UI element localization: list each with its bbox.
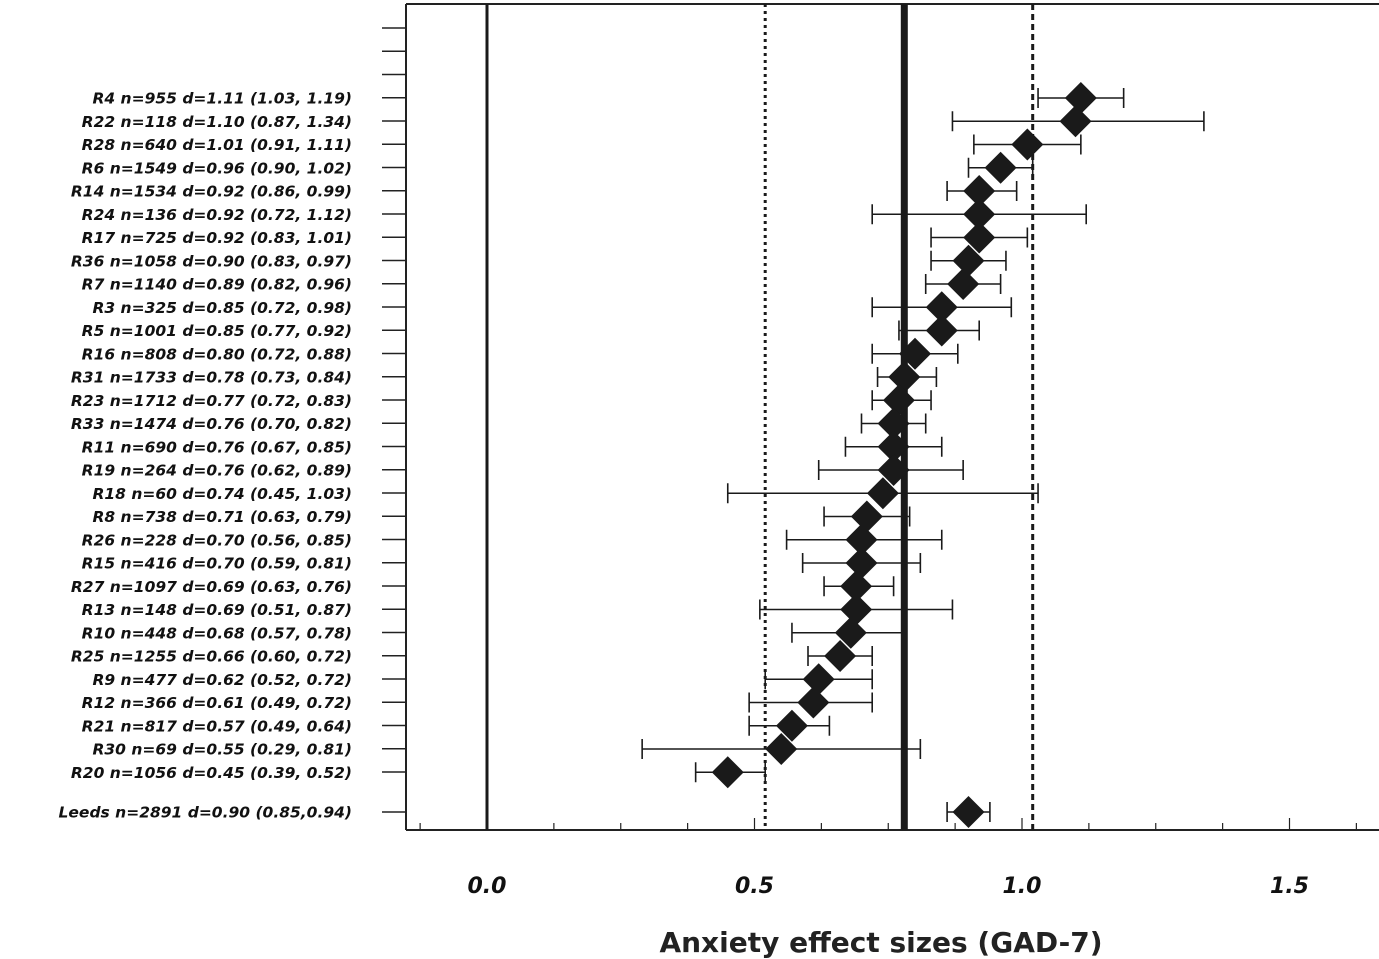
- study-row-marker: [834, 616, 867, 649]
- study-row-label: R14 n=1534 d=0.92 (0.86, 0.99): [71, 183, 352, 201]
- axes: [382, 3, 1379, 831]
- study-row-label: R33 n=1474 d=0.76 (0.70, 0.82): [71, 415, 352, 433]
- study-row-marker: [765, 733, 798, 765]
- study-row-marker: [882, 384, 915, 417]
- study-row-label: R18 n=60 d=0.74 (0.45, 1.03): [92, 485, 352, 503]
- study-row-marker: [1064, 82, 1097, 114]
- study-row-marker: [963, 221, 996, 254]
- study-row-marker: [947, 268, 980, 300]
- study-row-label: R23 n=1712 d=0.77 (0.72, 0.83): [71, 392, 352, 410]
- study-row-marker: [866, 477, 899, 510]
- study-row-marker: [1059, 105, 1092, 138]
- study-row-marker: [1011, 128, 1044, 161]
- study-row-label: R20 n=1056 d=0.45 (0.39, 0.52): [71, 764, 352, 782]
- study-row-label: R24 n=136 d=0.92 (0.72, 1.12): [82, 206, 352, 224]
- study-row-label: R31 n=1733 d=0.78 (0.73, 0.84): [71, 369, 352, 387]
- study-row-marker: [877, 407, 910, 440]
- study-row-label: R7 n=1140 d=0.89 (0.82, 0.96): [82, 276, 352, 294]
- study-row-label: R36 n=1058 d=0.90 (0.83, 0.97): [71, 252, 352, 270]
- study-row-label: R19 n=264 d=0.76 (0.62, 0.89): [82, 462, 352, 480]
- study-row-marker: [984, 151, 1017, 184]
- study-row-label: R27 n=1097 d=0.69 (0.63, 0.76): [71, 578, 352, 596]
- x-tick-label: 0.5: [735, 874, 774, 899]
- summary-row-marker: [952, 796, 985, 828]
- summary-row-label: Leeds n=2891 d=0.90 (0.85,0.94): [59, 804, 352, 822]
- x-tick-labels: 0.0 0.5 1.0 1.5: [468, 874, 1309, 899]
- study-row-label: R5 n=1001 d=0.85 (0.77, 0.92): [82, 322, 352, 340]
- study-row-label: R12 n=366 d=0.61 (0.49, 0.72): [82, 694, 352, 712]
- study-row-label: R28 n=640 d=1.01 (0.91, 1.11): [82, 136, 352, 154]
- study-row-label: R3 n=325 d=0.85 (0.72, 0.98): [92, 299, 352, 317]
- study-row-marker: [775, 709, 808, 742]
- confidence-intervals: [641, 88, 1205, 822]
- study-row-marker: [877, 454, 910, 486]
- study-row-marker: [925, 314, 958, 347]
- x-tick-label: 1.0: [1003, 874, 1042, 899]
- row-labels: R4 n=955 d=1.11 (1.03, 1.19) R22 n=118 d=…: [59, 90, 352, 822]
- study-row-label: R25 n=1255 d=0.66 (0.60, 0.72): [71, 648, 352, 666]
- study-row-marker: [840, 570, 873, 603]
- study-row-label: R13 n=148 d=0.69 (0.51, 0.87): [82, 601, 352, 619]
- x-tick-label: 1.5: [1270, 874, 1309, 899]
- study-row-label: R15 n=416 d=0.70 (0.59, 0.81): [82, 555, 352, 573]
- study-row-label: R30 n=69 d=0.55 (0.29, 0.81): [92, 741, 352, 759]
- reference-lines: [485, 4, 1035, 830]
- study-row-marker: [797, 686, 830, 719]
- study-row-marker: [925, 291, 958, 324]
- study-row-label: R21 n=817 d=0.57 (0.49, 0.64): [82, 717, 352, 735]
- study-row-marker: [899, 337, 931, 370]
- x-tick-label: 0.0: [468, 874, 507, 899]
- study-row-label: R17 n=725 d=0.92 (0.83, 1.01): [82, 229, 352, 247]
- study-row-marker: [802, 663, 835, 696]
- x-axis-title: Anxiety effect sizes (GAD-7): [659, 926, 1102, 959]
- study-row-label: R26 n=228 d=0.70 (0.56, 0.85): [82, 531, 352, 549]
- study-row-label: R6 n=1549 d=0.96 (0.90, 1.02): [82, 159, 352, 177]
- study-row-marker: [850, 500, 883, 533]
- study-row-label: R9 n=477 d=0.62 (0.52, 0.72): [92, 671, 352, 689]
- study-row-marker: [963, 198, 996, 231]
- study-row-label: R8 n=738 d=0.71 (0.63, 0.79): [92, 508, 352, 526]
- study-row-marker: [711, 756, 744, 789]
- study-row-marker: [845, 523, 878, 556]
- study-row-marker: [824, 640, 857, 672]
- study-row-marker: [952, 244, 985, 277]
- study-row-label: R22 n=118 d=1.10 (0.87, 1.34): [82, 113, 352, 131]
- study-row-label: R16 n=808 d=0.80 (0.72, 0.88): [82, 345, 352, 363]
- study-row-marker: [963, 175, 996, 207]
- effect-size-markers: [711, 82, 1097, 828]
- study-row-marker: [845, 547, 878, 579]
- study-row-label: R11 n=690 d=0.76 (0.67, 0.85): [82, 438, 352, 456]
- study-row-marker: [888, 361, 921, 393]
- study-row-marker: [877, 430, 910, 463]
- study-row-label: R4 n=955 d=1.11 (1.03, 1.19): [92, 90, 352, 108]
- study-row-marker: [840, 593, 873, 626]
- study-row-label: R10 n=448 d=0.68 (0.57, 0.78): [82, 624, 352, 642]
